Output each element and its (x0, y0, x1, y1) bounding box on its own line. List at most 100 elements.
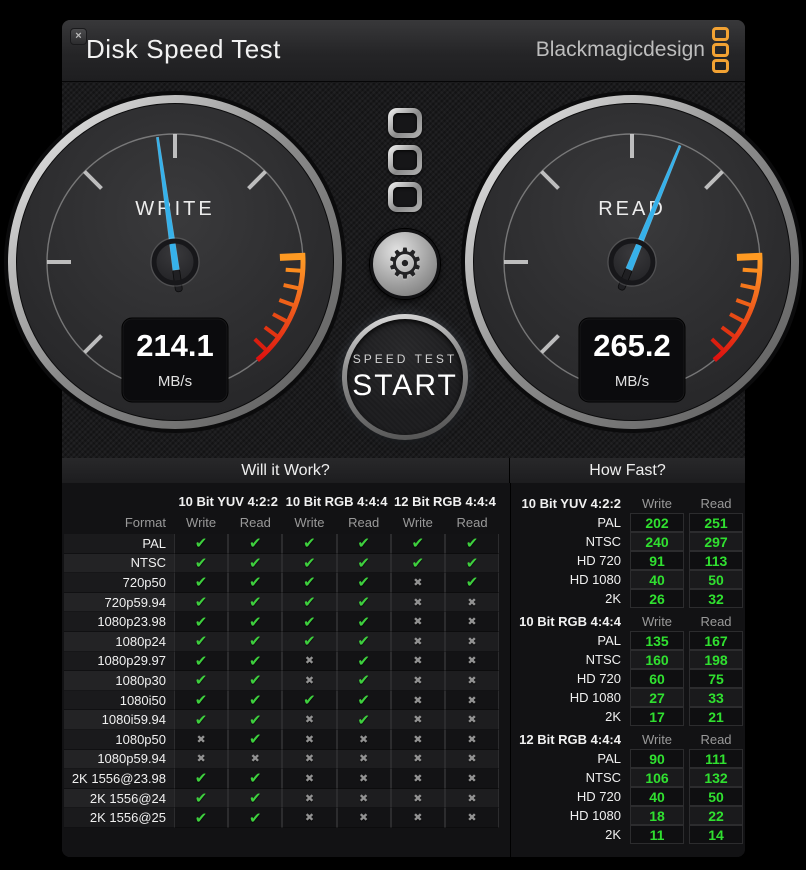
indicator-square-icon (388, 145, 422, 175)
read-speed-value: 251 (689, 513, 743, 532)
group-header: 12 Bit RGB 4:4:4 (394, 493, 496, 509)
cross-icon: ✖ (444, 631, 500, 652)
cross-icon: ✖ (336, 788, 391, 809)
will-it-work-header: Will it Work? (62, 458, 510, 483)
cross-icon: ✖ (390, 690, 445, 711)
format-label: 2K 1556@23.98 (64, 769, 174, 789)
speed-row-label: PAL (597, 515, 621, 530)
cross-icon: ✖ (390, 612, 445, 632)
check-icon: ✔ (174, 710, 229, 730)
read-speed-value: 50 (689, 787, 743, 806)
corner-spacer (64, 491, 174, 511)
read-speed-value: 132 (689, 768, 743, 787)
check-icon: ✔ (228, 690, 283, 711)
read-speed-value: 111 (689, 749, 743, 768)
cross-icon: ✖ (282, 651, 337, 672)
check-icon: ✔ (174, 808, 229, 828)
speed-column-header: Read (700, 496, 732, 511)
sub-column-header: Write (294, 515, 325, 530)
format-label: 1080p59.94 (64, 749, 174, 770)
write-speed-value: 17 (630, 707, 684, 726)
format-label: 1080p29.97 (64, 651, 174, 672)
cross-icon: ✖ (444, 769, 500, 789)
cross-icon: ✖ (444, 592, 500, 613)
format-label: 1080p50 (64, 729, 174, 750)
indicator-square-icon (388, 108, 422, 138)
cross-icon: ✖ (390, 769, 445, 789)
read-speed-value: 33 (689, 688, 743, 707)
write-speed-value: 135 (630, 631, 684, 650)
write-speed-value: 27 (630, 688, 684, 707)
check-icon: ✔ (336, 631, 391, 652)
check-icon: ✔ (390, 553, 445, 574)
cross-icon: ✖ (390, 749, 445, 770)
cross-icon: ✖ (444, 808, 500, 828)
read-speed-value: 167 (689, 631, 743, 650)
check-icon: ✔ (336, 651, 391, 672)
cross-icon: ✖ (390, 651, 445, 672)
check-icon: ✔ (282, 573, 337, 593)
speed-row-label: PAL (597, 751, 621, 766)
indicator-square-icon (388, 182, 422, 212)
check-icon: ✔ (228, 612, 283, 632)
speed-row-label: HD 1080 (569, 572, 621, 587)
cross-icon: ✖ (444, 788, 500, 809)
write-speed-value: 90 (630, 749, 684, 768)
check-icon: ✔ (228, 671, 283, 691)
write-speed-value: 106 (630, 768, 684, 787)
format-column-header: Format (124, 515, 166, 530)
check-icon: ✔ (336, 592, 391, 613)
check-icon: ✔ (390, 534, 445, 554)
speed-row-label: HD 720 (576, 789, 621, 804)
settings-button[interactable]: ⚙ (370, 229, 440, 299)
svg-text:READ: READ (598, 198, 666, 220)
cross-icon: ✖ (444, 651, 500, 672)
check-icon: ✔ (228, 592, 283, 613)
logo-square-icon (712, 59, 729, 73)
write-speed-value: 91 (630, 551, 684, 570)
cross-icon: ✖ (228, 749, 283, 770)
start-button[interactable]: SPEED TEST START (342, 314, 468, 440)
cross-icon: ✖ (336, 769, 391, 789)
check-icon: ✔ (228, 553, 283, 574)
speed-row-label: PAL (597, 633, 621, 648)
read-gauge: READ 265.2 MB/s (460, 90, 804, 434)
format-label: 1080p24 (64, 631, 174, 652)
blackmagic-logo: Blackmagicdesign (536, 27, 729, 73)
speed-column-header: Read (700, 732, 732, 747)
speed-column-header: Read (700, 614, 732, 629)
format-label: 1080p30 (64, 671, 174, 691)
check-icon: ✔ (336, 671, 391, 691)
check-icon: ✔ (174, 690, 229, 711)
check-icon: ✔ (444, 573, 500, 593)
svg-text:WRITE: WRITE (135, 198, 214, 220)
start-button-face: SPEED TEST START (347, 319, 463, 435)
write-speed-value: 26 (630, 589, 684, 608)
logo-text: Blackmagicdesign (535, 38, 705, 61)
close-icon[interactable]: × (70, 28, 87, 45)
cross-icon: ✖ (390, 573, 445, 593)
logo-square-icon (712, 27, 729, 41)
write-speed-value: 40 (630, 787, 684, 806)
read-speed-value: 50 (689, 570, 743, 589)
cross-icon: ✖ (390, 592, 445, 613)
check-icon: ✔ (336, 553, 391, 574)
cross-icon: ✖ (390, 631, 445, 652)
format-label: 1080i59.94 (64, 710, 174, 730)
check-icon: ✔ (282, 612, 337, 632)
write-speed-value: 18 (630, 806, 684, 825)
results-section: Will it Work? How Fast? 10 Bit YUV 4:2:2… (62, 458, 745, 857)
gear-icon: ⚙ (386, 239, 424, 288)
check-icon: ✔ (228, 788, 283, 809)
check-icon: ✔ (174, 612, 229, 632)
cross-icon: ✖ (336, 749, 391, 770)
check-icon: ✔ (336, 573, 391, 593)
sub-column-header: Read (456, 515, 488, 530)
check-icon: ✔ (336, 690, 391, 711)
check-icon: ✔ (444, 553, 500, 574)
check-icon: ✔ (174, 573, 229, 593)
check-icon: ✔ (282, 553, 337, 574)
format-label: 2K 1556@24 (64, 788, 174, 809)
read-speed-value: 75 (689, 669, 743, 688)
check-icon: ✔ (174, 592, 229, 613)
